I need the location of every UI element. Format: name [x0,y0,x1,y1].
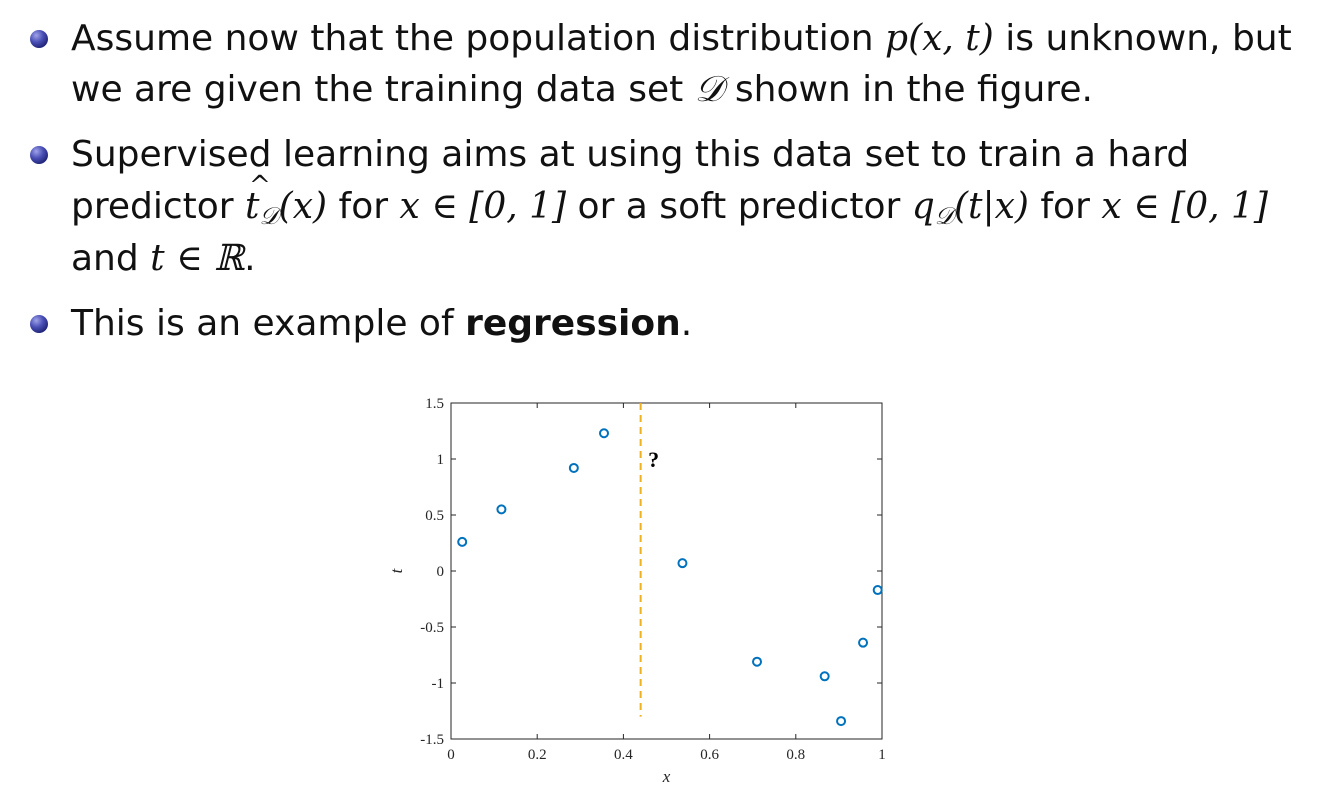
math-subscript-D: 𝒟 [934,202,954,230]
text: This is an example of [71,303,466,344]
data-point [752,656,763,667]
data-point [457,536,468,547]
y-tick-label: 1 [437,452,445,468]
y-tick-label: 0 [437,564,445,580]
bullet-2-line-3: and t ∈ ℝ. [71,233,256,284]
x-tick-label: 0.4 [614,747,633,763]
data-point [858,637,869,648]
data-point [836,716,847,727]
x-tick-label: 0 [447,747,455,763]
math-q: q [911,186,935,227]
text: for [327,186,400,227]
math-condition: x ∈ [0, 1] [399,186,567,227]
math-t-hat: t [245,161,272,232]
bullet-icon [30,315,48,333]
math-condition: x ∈ [0, 1] [1101,186,1268,227]
y-tick-label: -0.5 [420,620,444,636]
text: . [680,303,693,344]
data-point [872,585,883,596]
plot-area [450,402,883,740]
text: for [1028,186,1102,227]
bullet-2-line-1: Supervised learning aims at using this d… [71,129,1189,180]
bullet-1-line-1: Assume now that the population distribut… [71,13,1292,64]
data-point [496,504,507,515]
text: is unknown, but [993,18,1292,59]
bold-term: regression [465,303,681,344]
y-tick-label: -1 [432,676,445,692]
data-point [599,428,610,439]
y-tick-label: -1.5 [420,732,444,748]
math-condition: t ∈ ℝ [150,238,245,279]
math-arg: (x) [278,186,328,227]
bullet-2-line-2: predictor t 𝒟 (x) for x ∈ [0, 1] or a soft… [71,161,1268,242]
math-dataset-D: 𝒟 [694,69,724,110]
text: or a soft predictor [566,186,912,227]
data-point [819,671,830,682]
bullet-1-line-2: we are given the training data set 𝒟 sho… [71,64,1093,115]
bullet-icon [30,146,48,164]
text: shown in the figure. [723,69,1093,110]
data-point [568,462,579,473]
x-tick-label: 0.6 [700,747,719,763]
text: we are given the training data set [71,69,695,110]
text: and [71,238,151,279]
question-mark-annotation: ? [648,447,659,472]
y-tick-label: 1.5 [425,396,444,412]
y-axis-label: t [387,567,406,573]
scatter-chart: 0 0.2 0.4 0.6 0.8 1 1.5 1 0.5 0 -0.5 -1 -1.5 x t? [387,396,886,786]
math-p-x-t: p(x, t) [885,18,994,59]
bullet-3-line-1: This is an example of regression. [71,298,692,349]
text: predictor [71,186,246,227]
text: Assume now that the population distribut… [71,18,886,59]
math-arg: (t|x) [953,186,1029,227]
x-tick-label: 0.8 [786,747,805,763]
bullet-icon [30,30,48,48]
text: . [244,238,256,279]
y-tick-label: 0.5 [425,508,444,524]
data-point [677,558,688,569]
x-axis-label: x [662,767,671,786]
x-tick-label: 1 [878,747,886,763]
x-tick-label: 0.2 [528,747,547,763]
text: Supervised learning aims at using this d… [71,134,1190,175]
